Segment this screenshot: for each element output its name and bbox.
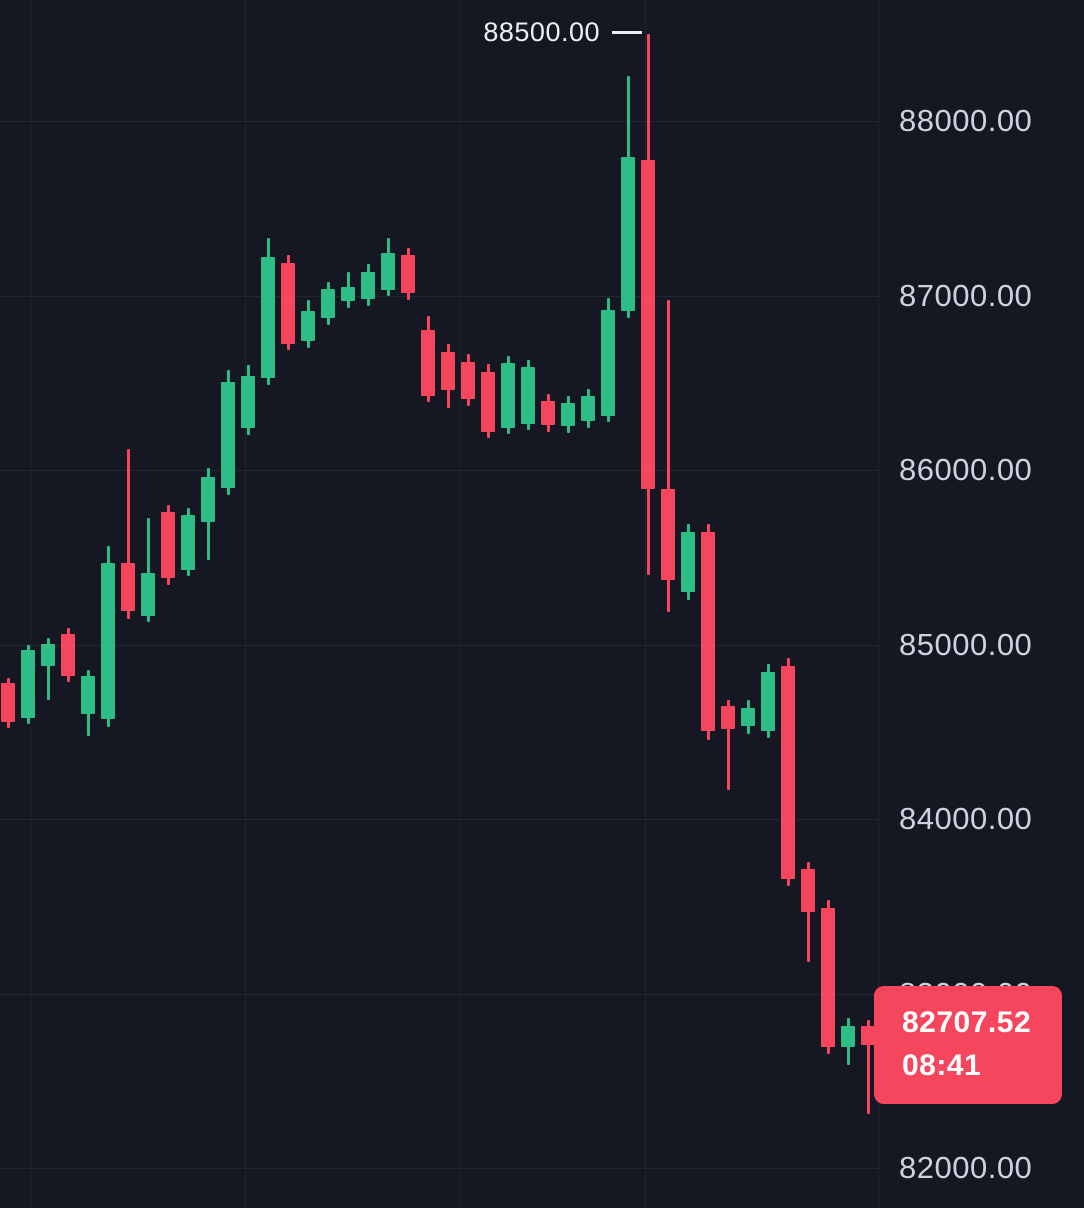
candle-up <box>221 382 235 488</box>
candle-down <box>801 869 815 912</box>
candle-wick <box>866 1020 870 1115</box>
candle-up <box>341 286 355 301</box>
candle-up <box>501 363 515 428</box>
candle-wick <box>666 300 670 612</box>
gridline-horizontal <box>0 120 878 122</box>
gridline-horizontal <box>0 644 878 646</box>
candle-down <box>461 361 475 399</box>
candle-up <box>741 708 755 726</box>
candle-down <box>641 159 655 489</box>
candle-up <box>261 257 275 378</box>
gridline-vertical <box>245 0 246 1208</box>
high-price-label: 88500.00 <box>483 16 600 47</box>
candle-down <box>161 511 175 578</box>
candle-up <box>301 311 315 341</box>
candle-up <box>381 253 395 290</box>
candle-down <box>61 634 75 676</box>
last-price-badge: 82707.52 08:41 <box>874 985 1062 1104</box>
gridline-vertical <box>30 0 31 1208</box>
candle-wick <box>806 862 810 963</box>
gridline-horizontal <box>0 470 878 471</box>
candle-up <box>21 650 35 718</box>
candle-up <box>321 289 335 318</box>
candle-down <box>721 705 735 729</box>
candle-down <box>481 372 495 432</box>
candle-up <box>101 563 115 719</box>
gridline-vertical <box>645 0 646 1208</box>
price-tick-label: 85000.00 <box>899 626 1033 662</box>
price-tick-label: 88000.00 <box>899 102 1033 138</box>
high-price-marker: 88500.00 <box>483 17 642 48</box>
price-tick-label: 87000.00 <box>899 277 1033 313</box>
candle-down <box>821 908 835 1048</box>
price-tick-label: 84000.00 <box>899 801 1033 836</box>
gridline-horizontal <box>0 993 878 995</box>
gridline-vertical <box>460 0 461 1208</box>
candle-up <box>201 477 215 522</box>
candle-down <box>661 489 675 580</box>
candle-down <box>121 563 135 611</box>
candle-up <box>621 156 635 311</box>
last-price-value: 82707.52 <box>902 1006 1032 1040</box>
candle-up <box>761 672 775 732</box>
price-tick-label: 86000.00 <box>899 452 1033 487</box>
candle-down <box>401 255 415 293</box>
candle-up <box>141 572 155 616</box>
candle-wick <box>46 638 50 700</box>
candle-wick <box>126 448 130 620</box>
candle-up <box>41 644 55 666</box>
candle-up <box>601 309 615 416</box>
candle-up <box>521 367 535 424</box>
candle-up <box>181 515 195 570</box>
candle-up <box>681 531 695 592</box>
candle-down <box>701 531 715 731</box>
candle-down <box>421 330 435 396</box>
candle-up <box>361 271 375 299</box>
candle-up <box>841 1026 855 1048</box>
candle-up <box>561 403 575 426</box>
gridline-horizontal <box>0 1168 878 1169</box>
price-tick-label: 82000.00 <box>899 1150 1033 1185</box>
candle-down <box>1 682 15 722</box>
candle-up <box>581 396 595 421</box>
candle-up <box>241 376 255 428</box>
candle-down <box>781 666 795 880</box>
candle-down <box>861 1026 875 1045</box>
candle-up <box>81 675 95 714</box>
countdown-timer: 08:41 <box>902 1049 982 1083</box>
candle-down <box>281 263 295 344</box>
candle-down <box>441 352 455 390</box>
high-price-tick-icon <box>612 30 642 34</box>
candle-wick <box>146 518 150 622</box>
gridline-horizontal <box>0 295 878 297</box>
candle-down <box>541 400 555 425</box>
candle-wick <box>726 700 730 791</box>
gridline-horizontal <box>0 819 878 820</box>
